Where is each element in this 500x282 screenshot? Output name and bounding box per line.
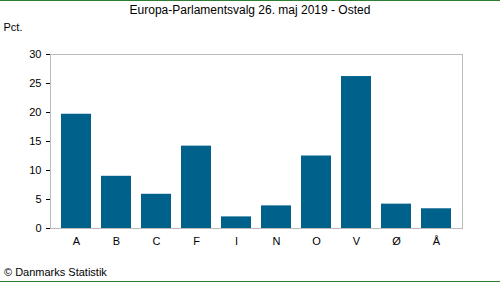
- svg-text:V: V: [353, 235, 361, 247]
- svg-text:25: 25: [29, 77, 41, 89]
- svg-text:C: C: [153, 235, 161, 247]
- svg-text:0: 0: [35, 222, 41, 234]
- svg-text:O: O: [312, 235, 321, 247]
- html-text:Europa-Parlamentsvalg 26. maj: Europa-Parlamentsvalg 26. maj 2019 - Ost…: [129, 3, 371, 17]
- svg-text:B: B: [113, 235, 120, 247]
- html-text:© Danmarks Statistik: © Danmarks Statistik: [4, 266, 107, 278]
- svg-text:N: N: [273, 235, 281, 247]
- svg-text:I: I: [235, 235, 238, 247]
- svg-text:5: 5: [35, 193, 41, 205]
- svg-text:30: 30: [29, 48, 41, 60]
- svg-text:Ø: Ø: [392, 235, 401, 247]
- svg-text:F: F: [193, 235, 200, 247]
- svg-text:A: A: [73, 235, 81, 247]
- svg-text:Å: Å: [433, 235, 441, 247]
- svg-text:20: 20: [29, 106, 41, 118]
- svg-text:Pct.: Pct.: [4, 21, 23, 33]
- svg-text:15: 15: [29, 135, 41, 147]
- svg-text:10: 10: [29, 164, 41, 176]
